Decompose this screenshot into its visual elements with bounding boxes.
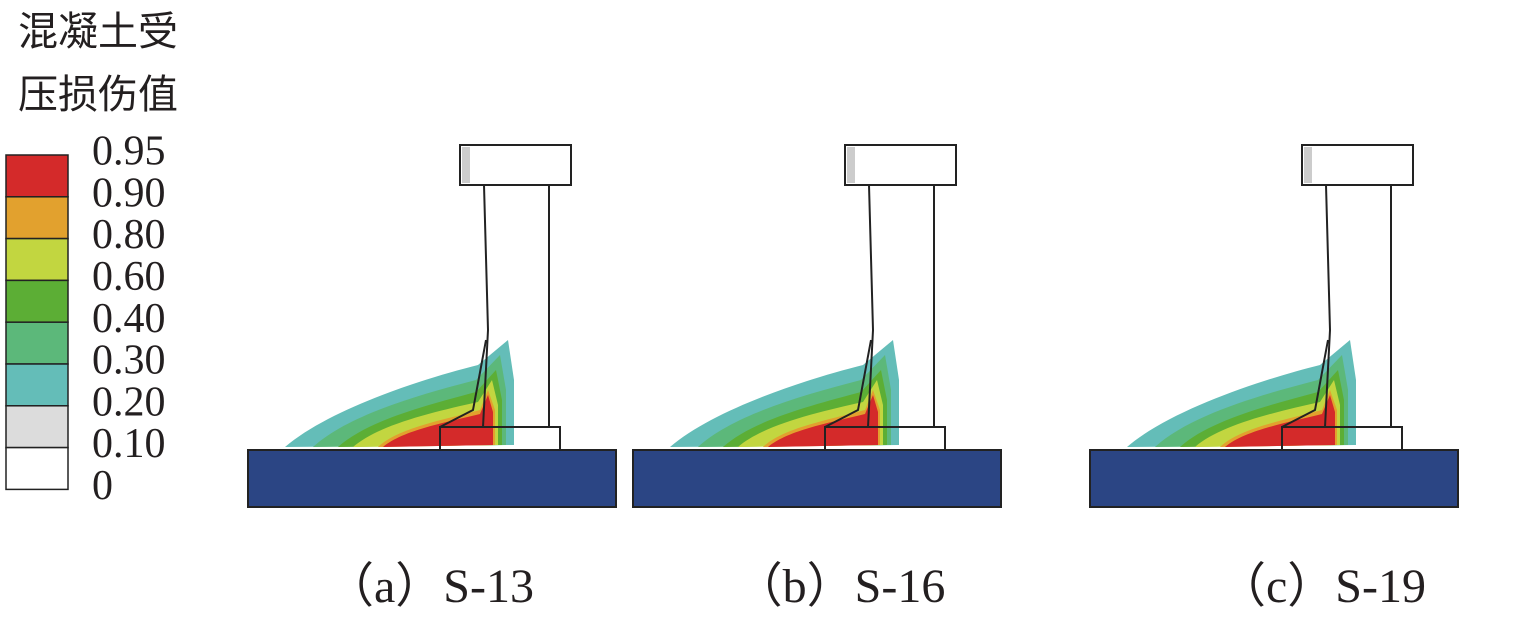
legend-swatch — [5, 363, 69, 407]
legend-label: 0.10 — [92, 421, 166, 467]
legend-swatch — [5, 237, 69, 282]
panel-caption: （a）S-13 — [326, 560, 534, 613]
model-a — [247, 144, 617, 508]
legend-label: 0.30 — [92, 338, 166, 384]
legend: 0.950.900.800.600.400.300.200.100 — [5, 129, 166, 509]
legend-swatch — [5, 446, 69, 491]
legend-label: 0.80 — [92, 212, 166, 258]
model-b — [632, 144, 1002, 508]
legend-label: 0.60 — [92, 254, 166, 300]
legend-title: 混凝土受 — [18, 9, 178, 55]
legend-swatch — [5, 196, 69, 240]
legend-swatch — [5, 154, 69, 198]
legend-swatch — [5, 405, 69, 449]
legend-swatch — [5, 279, 69, 323]
model-c — [1089, 144, 1459, 508]
panel-caption: （c）S-19 — [1218, 560, 1426, 613]
legend-label: 0.90 — [92, 170, 166, 216]
panel-caption: （b）S-16 — [735, 560, 946, 613]
legend-label: 0.20 — [92, 379, 166, 425]
legend-swatch — [5, 321, 69, 365]
legend-label: 0 — [92, 463, 113, 509]
legend-label: 0.40 — [92, 296, 166, 342]
legend-label: 0.95 — [92, 129, 166, 175]
captions: （a）S-13 （b）S-16 （c）S-19 — [326, 560, 1426, 613]
legend-title: 压损伤值 — [18, 72, 178, 118]
